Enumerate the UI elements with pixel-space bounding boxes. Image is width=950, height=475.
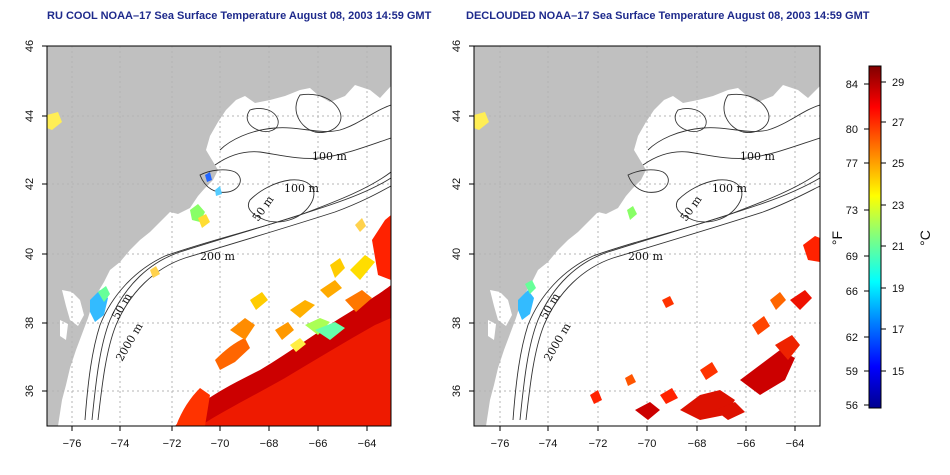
f-tick-73: 73: [846, 205, 858, 217]
right-xtick-70: −70: [638, 438, 657, 450]
right-contour-label-100m-b: 100 m: [712, 182, 747, 195]
right-y-tick-labels: 36 38 40 42 44 46: [451, 40, 463, 397]
left-sst-data: [47, 112, 391, 426]
left-xtick-70: −70: [211, 438, 230, 450]
right-x-tick-labels: −76 −74 −72 −70 −68 −66 −64: [491, 438, 805, 450]
contour-label-100m-a: 100 m: [312, 150, 347, 163]
c-tick-29: 29: [892, 77, 904, 89]
right-ytick-38: 38: [451, 317, 463, 329]
right-xtick-76: −76: [491, 438, 510, 450]
left-ytick-44: 44: [24, 110, 36, 122]
right-grid: [474, 46, 820, 426]
right-map-title: DECLOUDED NOAA–17 Sea Surface Temperatur…: [466, 10, 870, 22]
right-xtick-68: −68: [688, 438, 707, 450]
left-xtick-76: −76: [63, 438, 82, 450]
f-tick-77: 77: [846, 158, 858, 170]
c-tick-19: 19: [892, 283, 904, 295]
right-ytick-46: 46: [451, 40, 463, 52]
left-ytick-42: 42: [24, 178, 36, 190]
left-nova-scotia: [350, 46, 391, 78]
c-tick-17: 17: [892, 324, 904, 336]
contour-label-100m-b: 100 m: [284, 182, 319, 195]
left-ytick-38: 38: [24, 317, 36, 329]
left-xtick-66: −66: [309, 438, 328, 450]
right-ytick-40: 40: [451, 248, 463, 260]
right-land: [474, 46, 820, 426]
left-y-tick-labels: 36 38 40 42 44 46: [24, 40, 36, 397]
colorbar-celsius-labels: 29 27 25 23 21 19 17 15: [892, 77, 904, 378]
right-ytick-42: 42: [451, 178, 463, 190]
left-xtick-72: −72: [163, 438, 182, 450]
right-chesapeake: [490, 290, 512, 326]
left-xtick-64: −64: [358, 438, 377, 450]
right-contours: [512, 93, 820, 421]
colorbar: 84 80 77 73 69 66 62 59 56 29 27 25 23 2…: [829, 65, 933, 412]
colorbar-gradient: [868, 65, 882, 409]
left-ytick-36: 36: [24, 385, 36, 397]
left-frame: [46, 45, 392, 427]
left-map: 100 m 100 m 50 m 200 m 50 m 2000 m −76 −…: [24, 40, 392, 450]
right-contour-label-200m: 200 m: [628, 250, 663, 263]
right-xtick-66: −66: [737, 438, 756, 450]
left-bay-detail: [60, 320, 68, 340]
f-tick-56: 56: [846, 400, 858, 412]
right-xtick-74: −74: [539, 438, 558, 450]
right-contour-label-100m-a: 100 m: [740, 150, 775, 163]
right-tick-marks: [469, 45, 796, 431]
celsius-unit-label: °C: [917, 230, 933, 246]
right-xtick-64: −64: [786, 438, 805, 450]
colorbar-fahrenheit-labels: 84 80 77 73 69 66 62 59 56: [846, 79, 858, 412]
left-land: [47, 46, 391, 426]
c-tick-27: 27: [892, 117, 904, 129]
left-xtick-68: −68: [260, 438, 279, 450]
c-tick-21: 21: [892, 241, 904, 253]
f-tick-62: 62: [846, 332, 858, 344]
right-sst-data: [474, 112, 820, 420]
left-x-tick-labels: −76 −74 −72 −70 −68 −66 −64: [63, 438, 377, 450]
left-tick-marks: [42, 45, 368, 431]
left-ytick-46: 46: [24, 40, 36, 52]
left-map-title: RU COOL NOAA–17 Sea Surface Temperature …: [47, 10, 432, 22]
f-tick-80: 80: [846, 124, 858, 136]
f-tick-66: 66: [846, 286, 858, 298]
c-tick-25: 25: [892, 158, 904, 170]
right-map: 100 m 100 m 50 m 200 m 50 m 2000 m −76 −…: [451, 40, 821, 450]
right-xtick-72: −72: [589, 438, 608, 450]
f-tick-59: 59: [846, 366, 858, 378]
right-ytick-44: 44: [451, 110, 463, 122]
right-ytick-36: 36: [451, 385, 463, 397]
right-nova-scotia: [778, 46, 820, 78]
left-contours: [84, 93, 391, 421]
f-tick-69: 69: [846, 251, 858, 263]
contour-label-200m: 200 m: [200, 250, 235, 263]
c-tick-23: 23: [892, 200, 904, 212]
colorbar-ticks: [864, 81, 886, 406]
c-tick-15: 15: [892, 366, 904, 378]
left-xtick-74: −74: [111, 438, 130, 450]
fahrenheit-unit-label: °F: [829, 231, 845, 245]
left-ytick-40: 40: [24, 248, 36, 260]
f-tick-84: 84: [846, 79, 858, 91]
right-bay-detail: [488, 320, 496, 340]
left-chesapeake: [62, 290, 84, 326]
